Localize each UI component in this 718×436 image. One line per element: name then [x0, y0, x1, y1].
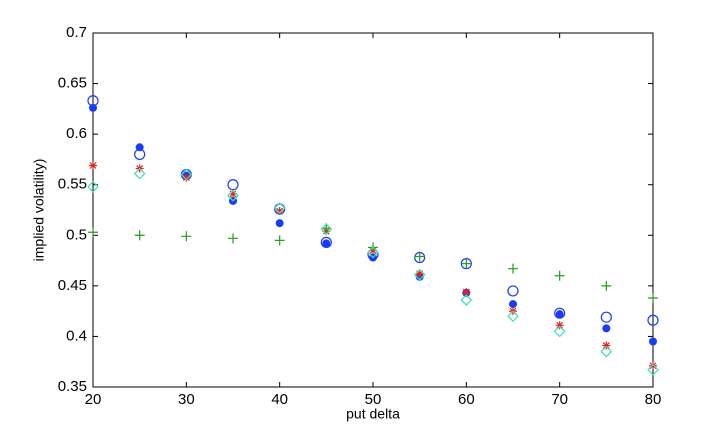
y-axis-label: implied volatility)	[31, 159, 47, 262]
point	[275, 207, 284, 216]
point	[507, 310, 519, 323]
y-tick-label: 0.4	[66, 327, 87, 344]
x-tick-label: 60	[458, 391, 475, 408]
point	[553, 325, 566, 338]
point	[509, 300, 517, 309]
point	[602, 341, 611, 350]
point	[555, 310, 564, 319]
point	[228, 233, 238, 244]
y-tick-label: 0.55	[58, 176, 87, 193]
y-tick-label: 0.7	[66, 24, 87, 41]
point	[462, 287, 471, 296]
y-tick-label: 0.5	[66, 226, 87, 243]
point	[647, 314, 659, 326]
point	[182, 173, 191, 182]
plot-box	[92, 32, 654, 388]
point	[227, 179, 239, 191]
point	[134, 230, 145, 241]
x-tick-label: 40	[271, 391, 288, 408]
x-tick-label: 50	[365, 391, 382, 408]
point	[507, 285, 519, 297]
y-tick-label: 0.35	[58, 378, 87, 395]
point	[87, 180, 99, 193]
point	[87, 95, 99, 107]
x-tick-label: 30	[178, 391, 195, 408]
point	[227, 189, 239, 202]
point	[322, 239, 331, 248]
point	[89, 161, 97, 170]
point	[460, 294, 473, 306]
x-tick-label: 20	[85, 391, 102, 408]
point	[554, 270, 565, 281]
point	[600, 311, 612, 323]
point	[461, 258, 472, 269]
x-tick-label: 80	[645, 391, 662, 408]
point	[229, 189, 237, 198]
point	[554, 307, 566, 319]
point	[555, 321, 564, 330]
point	[180, 168, 193, 181]
point	[88, 227, 98, 238]
point	[648, 292, 658, 303]
y-tick-label: 0.45	[58, 277, 87, 294]
point	[600, 345, 613, 358]
point	[602, 324, 611, 333]
y-tick-label: 0.65	[58, 75, 87, 92]
point	[367, 246, 379, 259]
point	[414, 251, 425, 262]
x-tick-label: 70	[551, 391, 568, 408]
point	[415, 269, 424, 278]
point	[273, 202, 286, 214]
point	[647, 363, 659, 376]
point	[413, 268, 426, 281]
point	[275, 219, 284, 228]
point	[601, 280, 612, 291]
point	[181, 231, 192, 242]
x-axis-label: put delta	[346, 406, 400, 422]
point	[508, 263, 518, 274]
point	[649, 361, 657, 370]
point	[320, 223, 333, 236]
y-tick-label: 0.6	[66, 125, 87, 142]
point	[320, 236, 332, 248]
point	[274, 235, 285, 246]
point	[133, 167, 146, 180]
point	[134, 148, 146, 160]
point	[649, 337, 657, 346]
